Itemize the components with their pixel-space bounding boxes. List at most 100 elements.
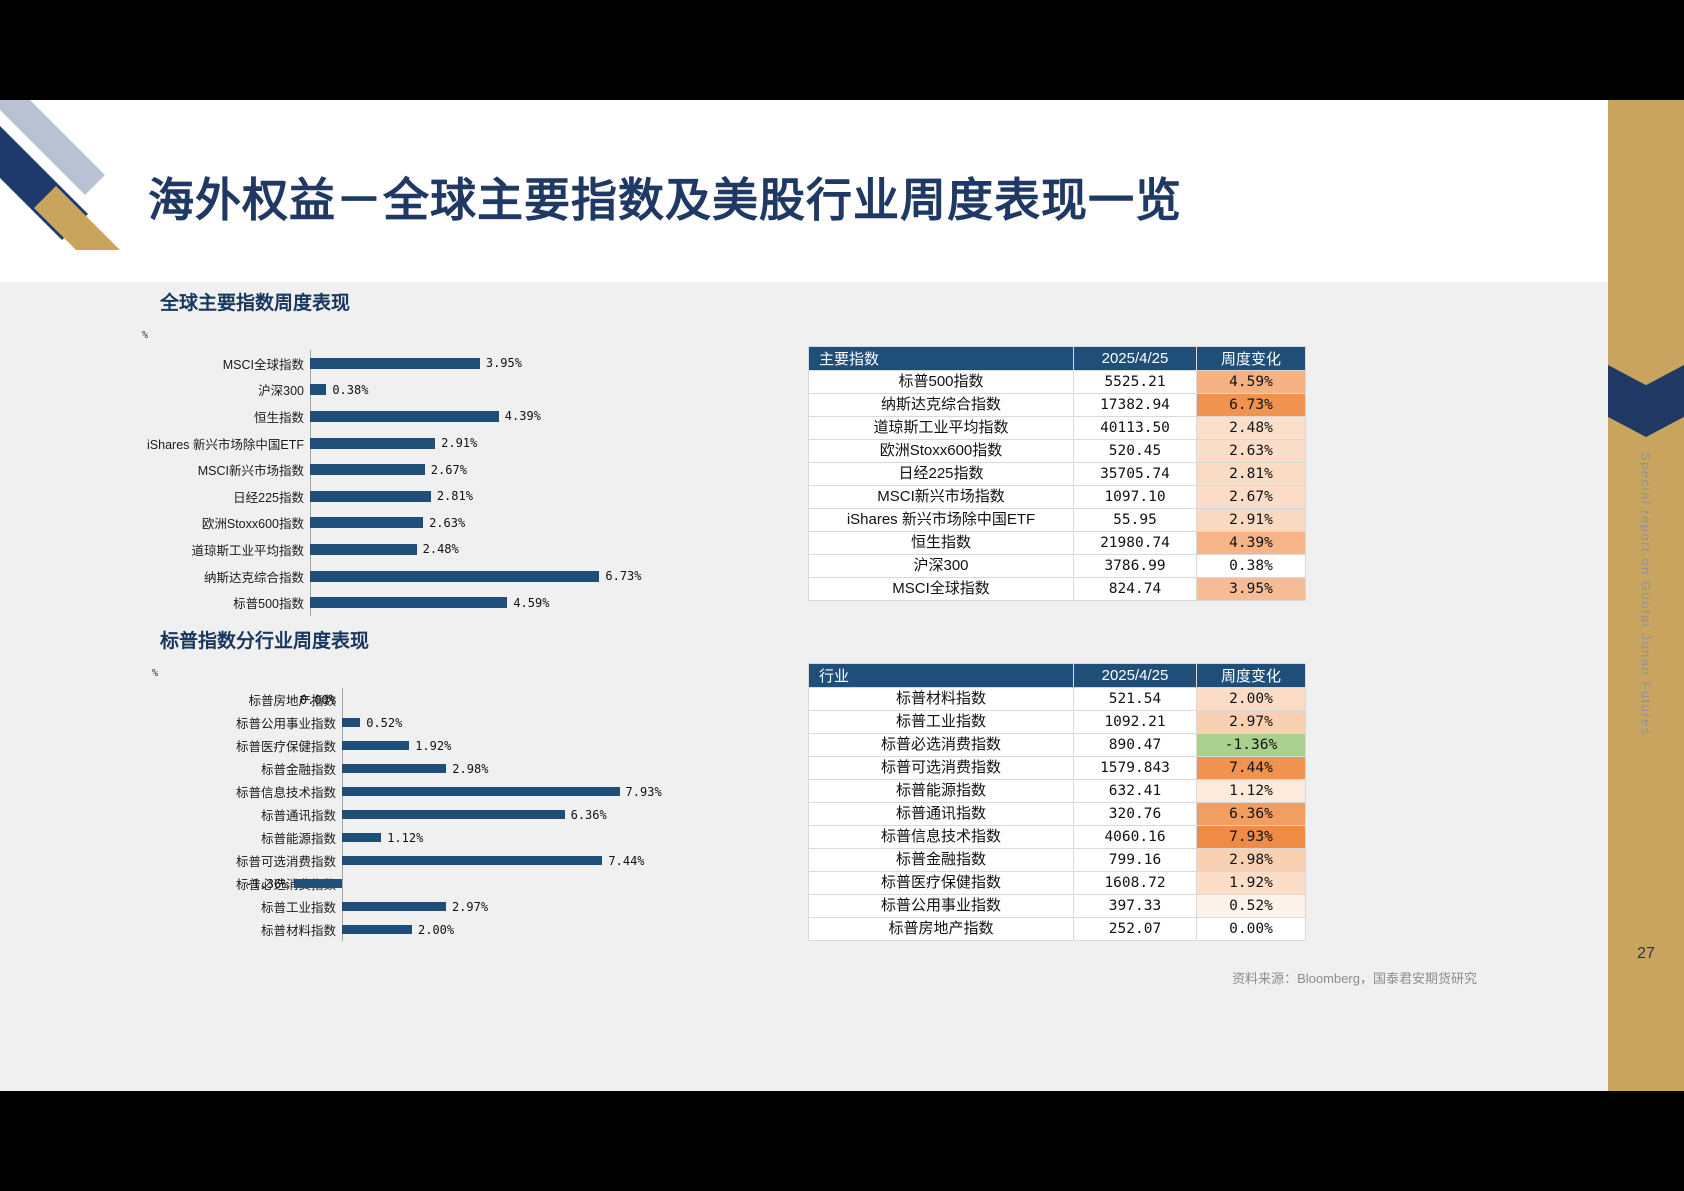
value-label: 2.91% [441, 436, 478, 451]
category-label: 纳斯达克综合指数 [203, 570, 304, 585]
bar [342, 787, 620, 796]
value-cell: 35705.74 [1073, 462, 1197, 486]
bar-area: 2.63% [310, 510, 760, 537]
bar-area: 2.00% [342, 918, 770, 941]
table-row: 标普信息技术指数 4060.16 7.93% [808, 825, 1306, 849]
bar-row: iShares 新兴市场除中国ETF 2.91% [140, 430, 760, 457]
name-cell: 标普通讯指数 [808, 802, 1074, 826]
bar-row: 标普能源指数 1.12% [150, 826, 770, 849]
bar [342, 833, 382, 842]
value-cell: 3786.99 [1073, 554, 1197, 578]
name-cell: 标普金融指数 [808, 848, 1074, 872]
table-row: 标普金融指数 799.16 2.98% [808, 848, 1306, 872]
change-cell: 0.52% [1196, 894, 1306, 918]
value-cell: 520.45 [1073, 439, 1197, 463]
bar [294, 879, 342, 888]
value-label: 7.93% [625, 784, 662, 799]
value-label: 3.95% [485, 356, 522, 371]
name-cell: 标普材料指数 [808, 687, 1074, 711]
value-label: 2.97% [451, 899, 489, 914]
name-cell: MSCI新兴市场指数 [808, 485, 1074, 509]
value-label: 2.00% [418, 922, 455, 937]
chevron-decoration-icon [1608, 365, 1684, 437]
bar-row: 恒生指数 4.39% [140, 403, 760, 430]
axis-unit-label: % [142, 330, 149, 341]
change-cell: 2.63% [1196, 439, 1306, 463]
category-label: 标普房地产指数 [248, 694, 336, 708]
category-label: 标普通讯指数 [260, 809, 336, 823]
table-row: MSCI新兴市场指数 1097.10 2.67% [808, 485, 1306, 509]
change-cell: 2.48% [1196, 416, 1306, 440]
bar-row: 纳斯达克综合指数 6.73% [140, 563, 760, 590]
table-row: 日经225指数 35705.74 2.81% [808, 462, 1306, 486]
change-cell: 4.59% [1196, 370, 1306, 394]
table-row: 标普房地产指数 252.07 0.00% [808, 917, 1306, 941]
name-cell: 标普工业指数 [808, 710, 1074, 734]
bar-row: 标普公用事业指数 0.52% [150, 711, 770, 734]
bar-area: 6.73% [310, 563, 760, 590]
bar-row: 标普信息技术指数 7.93% [150, 780, 770, 803]
header-row: 主要指数 2025/4/25 周度变化 [808, 346, 1306, 371]
name-cell: iShares 新兴市场除中国ETF [808, 508, 1074, 532]
bar [342, 902, 446, 911]
bar-row: 日经225指数 2.81% [140, 483, 760, 510]
value-cell: 824.74 [1073, 577, 1197, 601]
value-cell: 4060.16 [1073, 825, 1197, 849]
axis-unit-label: % [152, 668, 159, 679]
change-cell: 2.91% [1196, 508, 1306, 532]
bar-area: 6.36% [342, 803, 770, 826]
chart2-title: 标普指数分行业周度表现 [160, 631, 370, 652]
value-cell: 21980.74 [1073, 531, 1197, 555]
bar-area: 2.48% [310, 536, 760, 563]
bar-row: 欧洲Stoxx600指数 2.63% [140, 510, 760, 537]
table-row: 标普能源指数 632.41 1.12% [808, 779, 1306, 803]
value-cell: 799.16 [1073, 848, 1197, 872]
table-row: 沪深300 3786.99 0.38% [808, 554, 1306, 578]
name-cell: 日经225指数 [808, 462, 1074, 486]
value-label: 2.98% [452, 761, 489, 776]
bar-row: 标普医疗保健指数 1.92% [150, 734, 770, 757]
value-cell: 252.07 [1073, 917, 1197, 941]
category-label: 标普材料指数 [260, 924, 336, 938]
y-axis-line [310, 350, 311, 616]
category-label: 标普工业指数 [260, 901, 336, 915]
column-header: 周度变化 [1196, 663, 1306, 688]
bar [310, 410, 499, 422]
value-cell: 1608.72 [1073, 871, 1197, 895]
category-label: 恒生指数 [253, 410, 304, 425]
category-label: iShares 新兴市场除中国ETF [147, 437, 304, 452]
bar-area: 1.12% [342, 826, 770, 849]
name-cell: 标普房地产指数 [808, 917, 1074, 941]
table-row: MSCI全球指数 824.74 3.95% [808, 577, 1306, 601]
header-row: 行业 2025/4/25 周度变化 [808, 663, 1306, 688]
table-row: 纳斯达克综合指数 17382.94 6.73% [808, 393, 1306, 417]
column-header: 行业 [808, 663, 1074, 688]
change-cell: 1.92% [1196, 871, 1306, 895]
bar-row: 标普金融指数 2.98% [150, 757, 770, 780]
value-label: 4.59% [513, 595, 550, 610]
category-label: 沪深300 [258, 384, 304, 399]
bar [310, 384, 327, 396]
bar-area: 2.81% [310, 483, 760, 510]
slide: 海外权益－全球主要指数及美股行业周度表现一览 全球主要指数周度表现 % MSCI… [0, 100, 1684, 1091]
change-cell: 7.93% [1196, 825, 1306, 849]
page-number: 27 [1637, 945, 1655, 962]
name-cell: 标普500指数 [808, 370, 1074, 394]
value-cell: 40113.50 [1073, 416, 1197, 440]
bar-area: 2.98% [342, 757, 770, 780]
category-label: 标普可选消费指数 [235, 855, 336, 869]
name-cell: 纳斯达克综合指数 [808, 393, 1074, 417]
bar-area: 0.52% [342, 711, 770, 734]
name-cell: 恒生指数 [808, 531, 1074, 555]
table-row: 标普通讯指数 320.76 6.36% [808, 802, 1306, 826]
category-label: 欧洲Stoxx600指数 [201, 517, 304, 532]
chart1-title: 全球主要指数周度表现 [160, 293, 351, 314]
change-cell: 3.95% [1196, 577, 1306, 601]
column-header: 2025/4/25 [1073, 346, 1197, 371]
change-cell: 6.36% [1196, 802, 1306, 826]
table-row: 标普必选消费指数 890.47 -1.36% [808, 733, 1306, 757]
sidebar-vertical-text: Special report on Guotai Junan Futures [1638, 452, 1654, 736]
bar-area: 2.67% [310, 456, 760, 483]
category-label: 标普金融指数 [260, 763, 336, 777]
category-label: 标普公用事业指数 [235, 717, 336, 731]
